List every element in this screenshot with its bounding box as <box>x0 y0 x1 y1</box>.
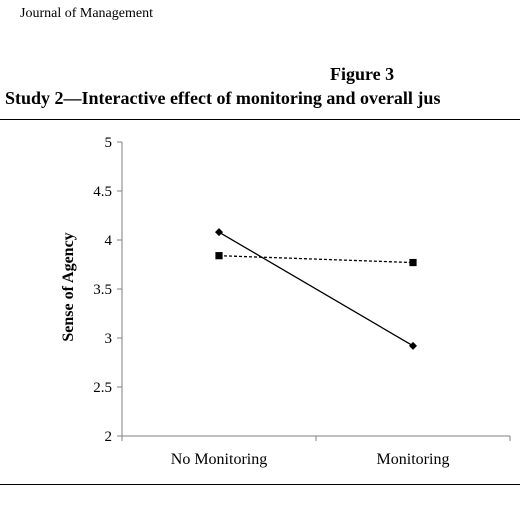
data-point-diamond <box>409 341 417 350</box>
x-tick-label: No Monitoring <box>171 451 267 468</box>
figure-title: Study 2—Interactive effect of monitoring… <box>5 88 441 108</box>
y-tick-label: 4 <box>105 233 113 249</box>
y-axis-label: Sense of Agency <box>60 232 77 341</box>
y-tick-label: 5 <box>105 135 113 151</box>
x-tick-label: Monitoring <box>377 451 450 468</box>
journal-header: Journal of Management <box>20 6 153 21</box>
series-line-1 <box>218 231 414 347</box>
y-tick-label: 3 <box>105 331 113 347</box>
figure-label: Figure 3 <box>330 64 395 84</box>
y-tick-label: 2 <box>105 429 113 445</box>
data-point-diamond <box>215 228 223 237</box>
data-point-square <box>215 252 223 260</box>
y-tick-label: 3.5 <box>93 282 112 298</box>
y-tick-label: 4.5 <box>93 184 112 200</box>
series-line-2 <box>218 255 414 264</box>
y-tick-label: 2.5 <box>93 380 112 396</box>
bottom-rule <box>0 484 520 485</box>
top-rule <box>0 119 520 120</box>
data-point-square <box>409 258 417 267</box>
